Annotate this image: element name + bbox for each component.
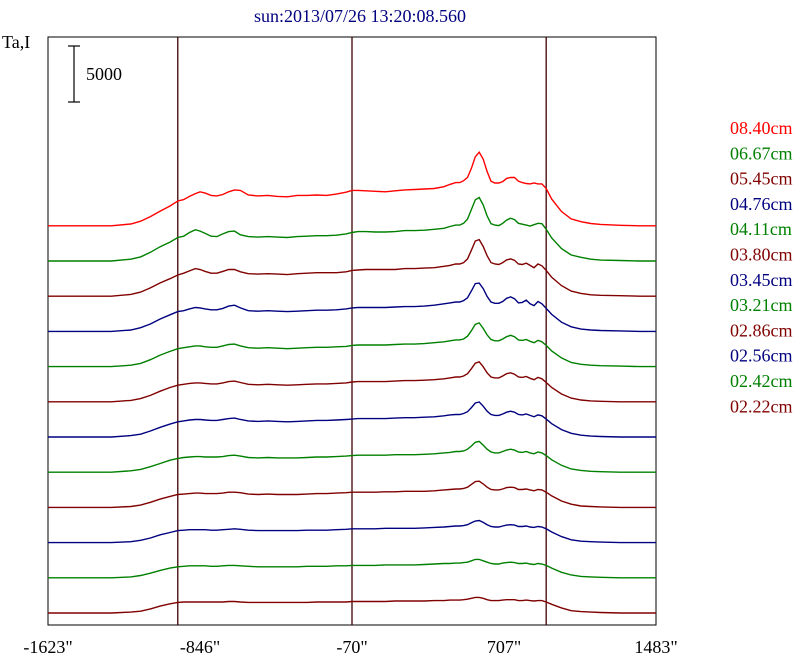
legend-entry: 02.42cm: [730, 371, 793, 391]
series-line-06-67cm: [48, 196, 656, 262]
series-line-03-80cm: [48, 360, 656, 403]
legend-entry: 06.67cm: [730, 143, 793, 163]
series-lines: [48, 150, 656, 614]
x-tick-label: 1483": [634, 637, 677, 657]
series-line-04-11cm: [48, 322, 656, 368]
series-line-05-45cm: [48, 238, 656, 297]
series-line-02-86cm: [48, 480, 656, 509]
series-line-04-76cm: [48, 282, 656, 333]
legend-entry: 05.45cm: [730, 169, 793, 189]
legend-entry: 04.76cm: [730, 194, 793, 214]
legend-entry: 03.21cm: [730, 295, 793, 315]
legend-entry: 08.40cm: [730, 118, 793, 138]
series-line-03-21cm: [48, 440, 656, 473]
vertical-reference-lines: [177, 37, 547, 625]
x-tick-label: 707": [487, 637, 521, 657]
series-line-08-40cm: [48, 150, 656, 227]
x-tick-label: -1623": [23, 637, 72, 657]
series-line-03-45cm: [48, 401, 656, 438]
x-tick-labels: -1623" -846" -70" 707" 1483": [23, 637, 677, 657]
series-line-02-42cm: [48, 558, 656, 579]
legend-entry: 03.45cm: [730, 270, 793, 290]
y-axis-label: Ta,I: [2, 32, 30, 52]
legend-entry: 02.56cm: [730, 346, 793, 366]
legend-entry: 02.86cm: [730, 320, 793, 340]
series-line-02-22cm: [48, 596, 656, 614]
legend-entry: 04.11cm: [730, 219, 792, 239]
scale-bar-label: 5000: [86, 64, 122, 84]
legend-entry: 03.80cm: [730, 245, 793, 265]
x-tick-label: -846": [180, 637, 220, 657]
legend-entry: 02.22cm: [730, 396, 793, 416]
x-tick-label: -70": [336, 637, 367, 657]
legend: 08.40cm 06.67cm 05.45cm 04.76cm 04.11cm 03.80…: [730, 118, 793, 416]
scale-bar: 5000: [68, 45, 122, 103]
series-line-02-56cm: [48, 519, 656, 544]
chart-title: sun:2013/07/26 13:20:08.560: [254, 6, 466, 26]
